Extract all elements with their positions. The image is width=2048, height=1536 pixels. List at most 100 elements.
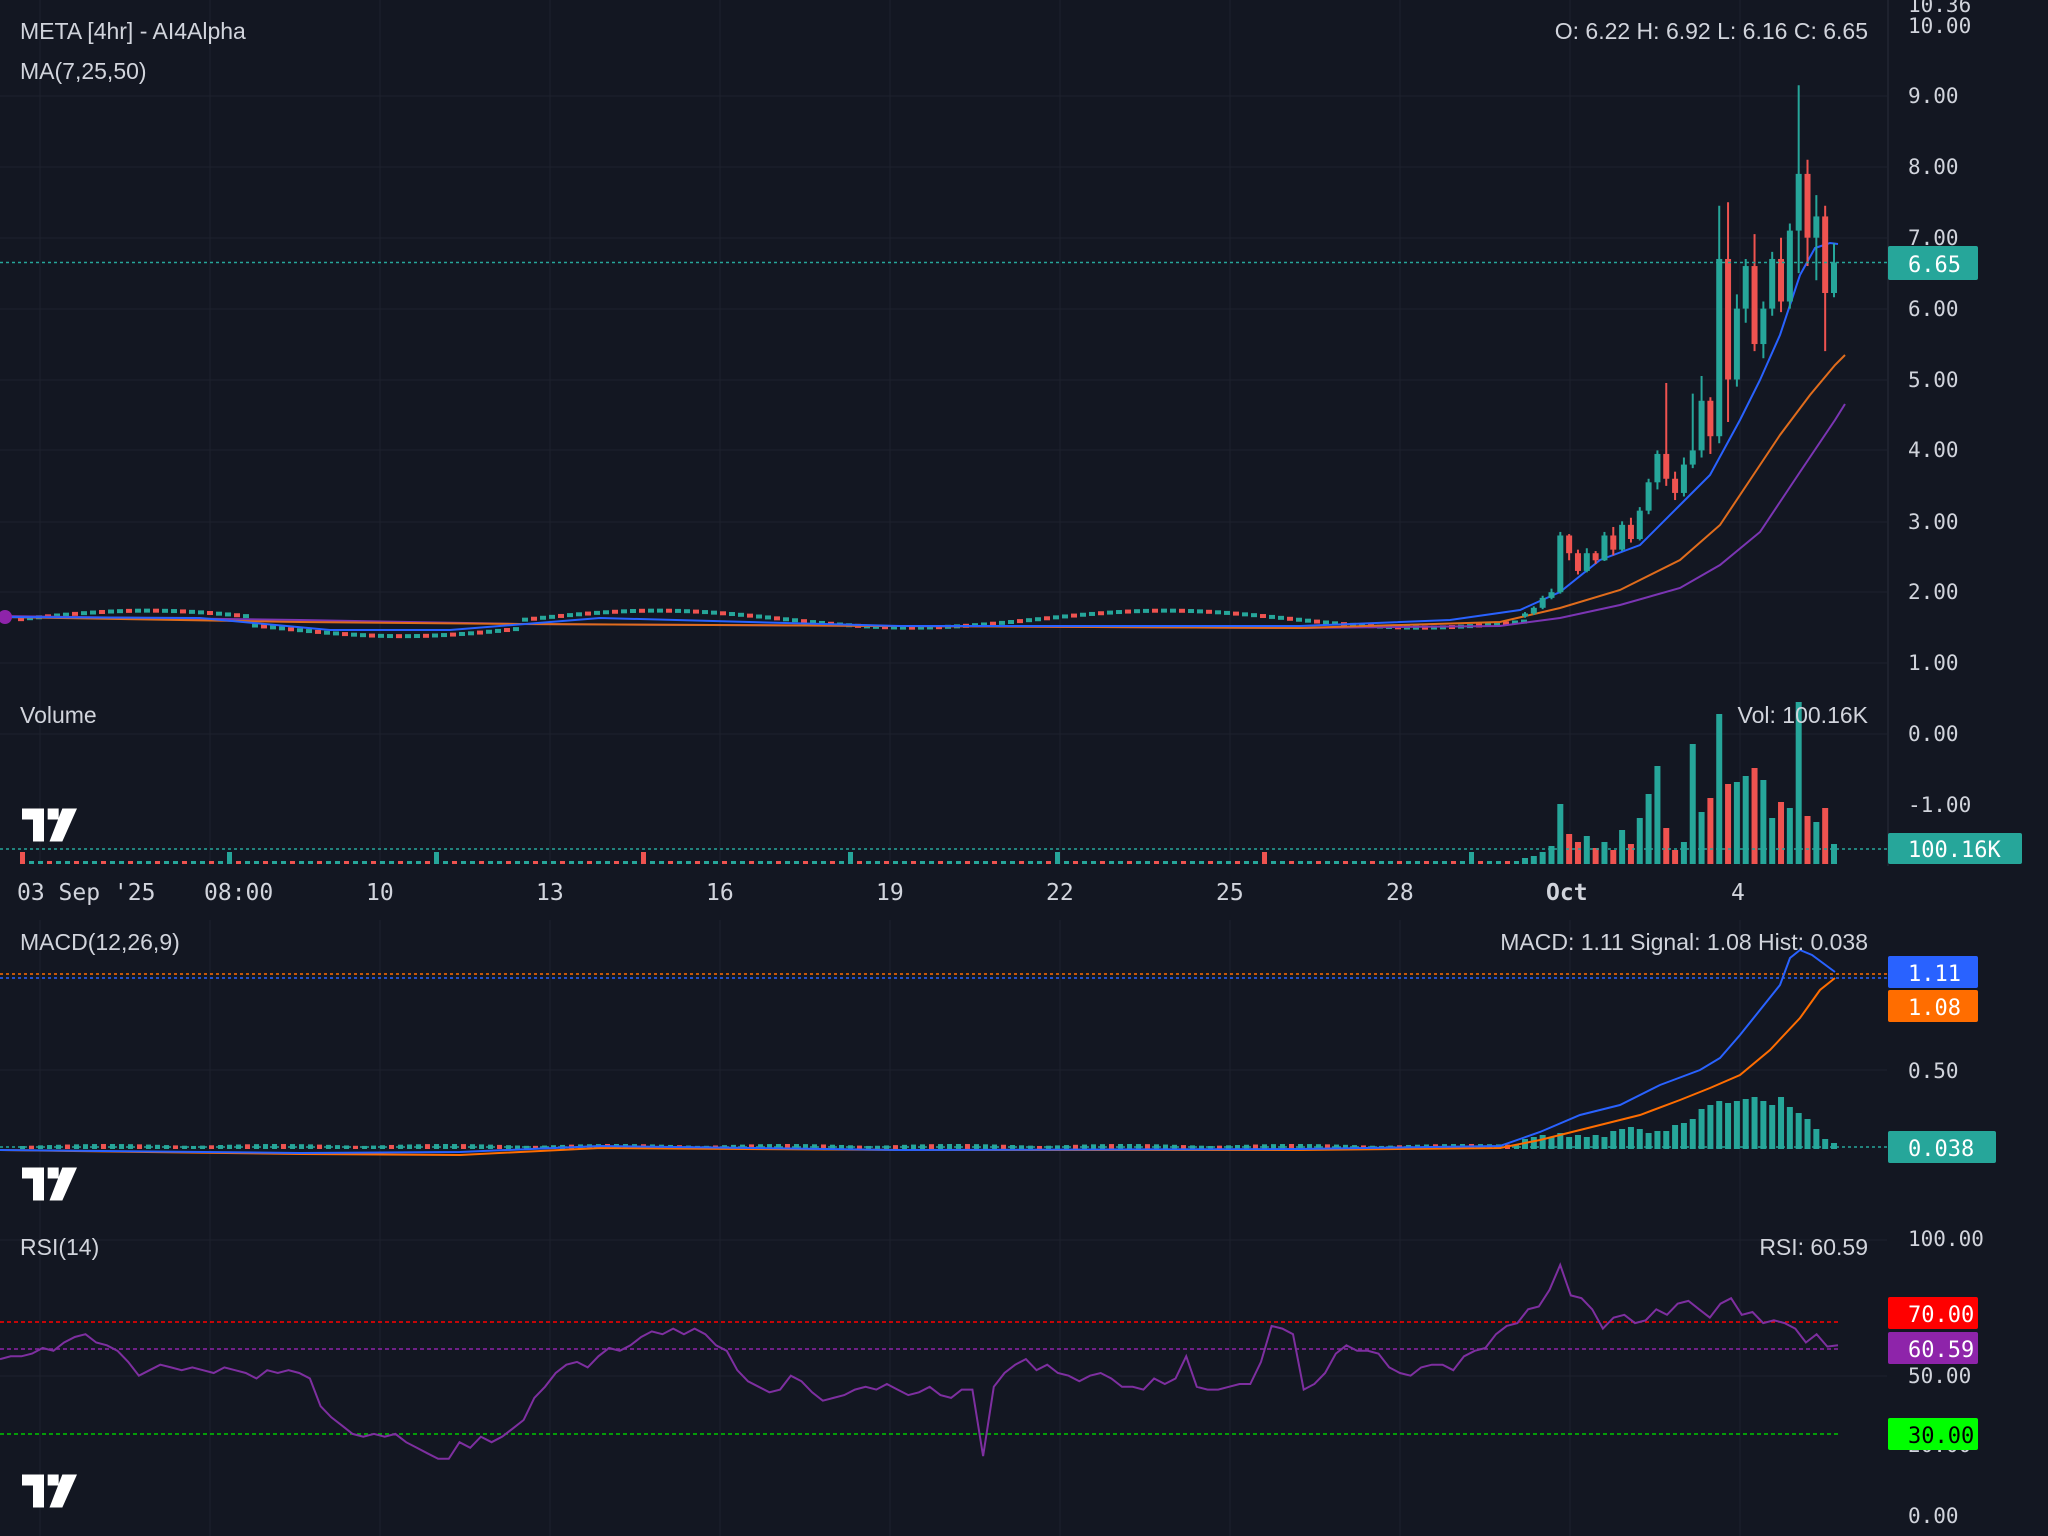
macd-hist-bar bbox=[1627, 1127, 1634, 1149]
candle bbox=[486, 629, 492, 634]
rsi-tick: 0.00 bbox=[1908, 1504, 1959, 1528]
macd-hist-bar bbox=[65, 1144, 70, 1149]
macd-readout: MACD: 1.11 Signal: 1.08 Hist: 0.038 bbox=[1500, 929, 1868, 955]
candle bbox=[198, 610, 204, 615]
grid-lines bbox=[0, 0, 1888, 1536]
volume-bar bbox=[434, 852, 439, 864]
macd-badge bbox=[1888, 956, 1978, 988]
candle bbox=[1125, 609, 1131, 614]
macd-tick: 0.50 bbox=[1908, 1059, 1959, 1083]
macd-hist-bar bbox=[155, 1144, 160, 1149]
price-pane[interactable] bbox=[0, 85, 1888, 639]
volume-bar bbox=[560, 861, 565, 864]
volume-bar bbox=[533, 861, 538, 864]
candle bbox=[990, 621, 996, 626]
volume-bar bbox=[1522, 858, 1528, 864]
volume-bar bbox=[1154, 861, 1159, 864]
macd-hist-bar bbox=[1028, 1145, 1033, 1149]
candle-body bbox=[1786, 230, 1793, 302]
volume-bar bbox=[695, 861, 700, 864]
volume-bar bbox=[1689, 744, 1696, 864]
volume-bar bbox=[1415, 861, 1420, 864]
macd-hist-bar bbox=[308, 1144, 313, 1149]
macd-hist-bar bbox=[38, 1145, 43, 1149]
ma50-line bbox=[0, 403, 1846, 630]
candle-body bbox=[1548, 592, 1555, 598]
rsi-pane[interactable] bbox=[0, 1262, 1839, 1460]
macd-hist-bar bbox=[1566, 1137, 1573, 1149]
volume-pane[interactable] bbox=[0, 702, 1890, 864]
volume-bar bbox=[1557, 804, 1564, 864]
volume-bar bbox=[263, 861, 268, 864]
hist-badge-value: 0.038 bbox=[1908, 1137, 1974, 1162]
volume-bar bbox=[416, 861, 421, 864]
volume-bar bbox=[20, 852, 25, 864]
candle bbox=[909, 625, 915, 630]
candle bbox=[90, 610, 96, 615]
volume-bar bbox=[677, 861, 682, 864]
volume-bar bbox=[470, 861, 475, 864]
volume-bar bbox=[785, 861, 790, 864]
volume-bar bbox=[1610, 850, 1617, 864]
macd-pane[interactable] bbox=[0, 948, 1888, 1157]
volume-bar bbox=[1253, 861, 1258, 864]
candle bbox=[1080, 612, 1086, 617]
volume-bar bbox=[443, 861, 448, 864]
volume-bar bbox=[1725, 784, 1732, 864]
volume-bar bbox=[353, 861, 358, 864]
candle bbox=[1035, 617, 1041, 622]
candle bbox=[558, 613, 564, 618]
volume-bar bbox=[1109, 861, 1114, 864]
candle-body bbox=[1716, 258, 1723, 437]
volume-readout: Vol: 100.16K bbox=[1738, 702, 1869, 728]
volume-bar bbox=[1046, 861, 1051, 864]
volume-bar bbox=[209, 861, 214, 864]
macd-hist-bar bbox=[416, 1144, 421, 1149]
candle bbox=[666, 608, 672, 613]
signal-line bbox=[0, 977, 1836, 1157]
volume-bar bbox=[1010, 861, 1015, 864]
candle bbox=[468, 631, 474, 636]
candle bbox=[1215, 610, 1221, 615]
candle bbox=[1197, 609, 1203, 614]
volume-bar bbox=[1325, 861, 1330, 864]
candle-body bbox=[1610, 535, 1617, 550]
macd-hist-bar bbox=[1795, 1113, 1802, 1149]
macd-axis[interactable]: 0.50 1.11 1.08 0.038 bbox=[1888, 956, 1996, 1163]
price-axis[interactable]: 10.36 10.00 9.00 8.00 7.00 6.00 5.00 4.0… bbox=[1908, 0, 1971, 817]
volume-bar bbox=[1760, 780, 1767, 864]
volume-bar bbox=[56, 861, 61, 864]
price-tick: 5.00 bbox=[1908, 368, 1959, 392]
rsi-badge-value: 60.59 bbox=[1908, 1338, 1974, 1363]
candle bbox=[774, 616, 780, 621]
price-tick: 10.36 bbox=[1908, 0, 1971, 17]
macd-hist-bar bbox=[1601, 1137, 1608, 1149]
macd-badge-value: 1.11 bbox=[1908, 962, 1961, 987]
rsi-axis[interactable]: 100.00 50.00 20.00 0.00 70.00 60.59 30.0… bbox=[1888, 1227, 1984, 1528]
volume-bar bbox=[974, 861, 979, 864]
time-axis[interactable]: 03 Sep '25 08:00 10 13 16 19 22 25 28 Oc… bbox=[17, 880, 1745, 906]
tradingview-logo-icon[interactable] bbox=[22, 1167, 88, 1201]
macd-label: MACD(12,26,9) bbox=[20, 929, 180, 955]
volume-bar bbox=[569, 861, 574, 864]
candle-body bbox=[1574, 553, 1581, 571]
volume-bar bbox=[182, 861, 187, 864]
volume-bar bbox=[200, 861, 205, 864]
volume-bar bbox=[371, 861, 376, 864]
candle-body bbox=[1645, 482, 1652, 511]
candle bbox=[423, 633, 429, 638]
tradingview-logo-icon[interactable] bbox=[22, 1474, 88, 1508]
volume-bar bbox=[1091, 861, 1096, 864]
macd-hist-bar bbox=[1145, 1144, 1150, 1149]
candle bbox=[1305, 618, 1311, 623]
candle bbox=[1026, 618, 1032, 623]
volume-bar bbox=[146, 861, 151, 864]
volume-bar bbox=[425, 861, 430, 864]
candle-body bbox=[1680, 464, 1687, 493]
candle bbox=[522, 617, 528, 622]
tradingview-logo-icon[interactable] bbox=[22, 808, 88, 842]
macd-hist-bar bbox=[1733, 1101, 1740, 1149]
macd-hist-bar bbox=[1698, 1109, 1705, 1149]
macd-hist-bar bbox=[407, 1144, 412, 1149]
time-tick: 16 bbox=[706, 880, 734, 906]
